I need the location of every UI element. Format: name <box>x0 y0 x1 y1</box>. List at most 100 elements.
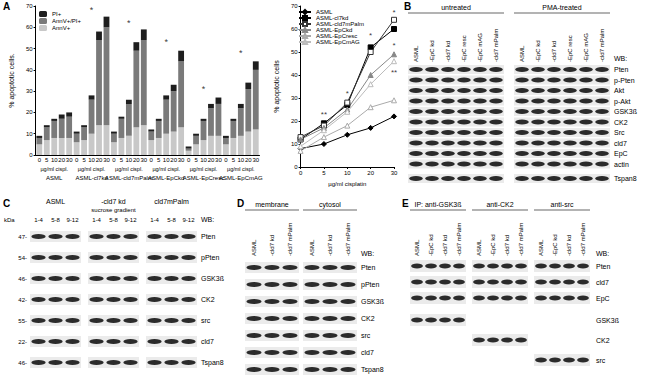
svg-text:membrane: membrane <box>255 201 289 208</box>
svg-text:src: src <box>361 332 371 339</box>
svg-text:1-4: 1-4 <box>150 217 159 223</box>
svg-text:20: 20 <box>245 157 252 163</box>
svg-text:µg/ml cispl.: µg/ml cispl. <box>115 166 143 172</box>
svg-text:CK2: CK2 <box>201 296 215 303</box>
svg-text:-cld7 kd: -cld7 kd <box>566 235 572 256</box>
svg-text:-cld7 kd: -cld7 kd <box>101 198 126 205</box>
svg-text:0: 0 <box>150 157 154 163</box>
svg-text:*: * <box>164 37 168 47</box>
svg-text:5: 5 <box>82 157 86 163</box>
svg-text:ASML: ASML <box>414 239 420 256</box>
svg-text:30: 30 <box>291 95 298 101</box>
svg-text:EpC: EpC <box>614 150 628 158</box>
svg-text:ASML: ASML <box>309 239 315 256</box>
svg-text:GSK3ß: GSK3ß <box>614 108 637 115</box>
svg-text:50: 50 <box>26 46 33 52</box>
svg-text:sucrose gradient: sucrose gradient <box>91 207 136 213</box>
svg-text:20: 20 <box>367 170 374 176</box>
svg-text:46-: 46- <box>18 276 27 282</box>
svg-text:10: 10 <box>163 157 170 163</box>
svg-text:0: 0 <box>29 152 33 158</box>
svg-text:Pten: Pten <box>361 264 376 271</box>
svg-text:-cld7 kd: -cld7 kd <box>551 41 557 62</box>
svg-text:1-4: 1-4 <box>34 217 43 223</box>
svg-text:0: 0 <box>224 157 228 163</box>
svg-text:% apoptotic cells: % apoptotic cells <box>273 60 281 113</box>
svg-text:5-8: 5-8 <box>109 217 118 223</box>
svg-text:IP: anti-GSK3ß: IP: anti-GSK3ß <box>414 201 461 208</box>
svg-text:-cld7 mPalm: -cld7 mPalm <box>580 223 586 256</box>
svg-text:GSK3ß: GSK3ß <box>361 298 384 305</box>
svg-text:0: 0 <box>187 157 191 163</box>
svg-text:ASML: ASML <box>538 239 544 256</box>
svg-text:20: 20 <box>170 157 177 163</box>
svg-text:5-8: 5-8 <box>51 217 60 223</box>
svg-text:CK2: CK2 <box>614 119 628 126</box>
svg-text:20: 20 <box>26 109 33 115</box>
svg-text:cld7: cld7 <box>201 338 214 345</box>
svg-text:9-12: 9-12 <box>182 217 195 223</box>
svg-text:pPten: pPten <box>361 281 379 289</box>
svg-text:*: * <box>202 84 206 94</box>
svg-text:30: 30 <box>140 157 147 163</box>
svg-text:cld7: cld7 <box>614 140 627 147</box>
svg-text:*: * <box>90 5 94 15</box>
svg-text:20: 20 <box>96 157 103 163</box>
svg-text:5: 5 <box>322 170 326 176</box>
svg-text:*: * <box>392 8 395 17</box>
svg-text:9-12: 9-12 <box>124 217 137 223</box>
svg-text:42-: 42- <box>18 297 27 303</box>
svg-text:9-12: 9-12 <box>66 217 79 223</box>
svg-text:70: 70 <box>291 3 298 9</box>
svg-text:5: 5 <box>194 157 198 163</box>
svg-text:E: E <box>402 198 409 209</box>
svg-text:40: 40 <box>26 67 33 73</box>
svg-text:Akt: Akt <box>614 87 624 94</box>
svg-text:10: 10 <box>344 170 351 176</box>
svg-text:22-: 22- <box>18 339 27 345</box>
svg-text:µg/ml cispl.: µg/ml cispl. <box>40 166 68 172</box>
svg-text:µg/ml cispl.: µg/ml cispl. <box>190 166 218 172</box>
svg-text:-EpC kd: -EpC kd <box>490 234 496 256</box>
svg-text:*: * <box>346 89 349 98</box>
svg-text:60: 60 <box>291 26 298 32</box>
svg-text:-cld7 kd: -cld7 kd <box>445 41 451 62</box>
svg-text:30: 30 <box>103 157 110 163</box>
svg-text:cld7: cld7 <box>596 279 609 286</box>
svg-text:µg/ml cispl.: µg/ml cispl. <box>78 166 106 172</box>
svg-text:GSK3ß: GSK3ß <box>201 275 224 282</box>
svg-text:ASML: ASML <box>46 198 65 205</box>
svg-text:5-8: 5-8 <box>167 217 176 223</box>
svg-text:0: 0 <box>112 157 116 163</box>
svg-text:5: 5 <box>120 157 124 163</box>
svg-text:untreated: untreated <box>441 4 471 11</box>
svg-text:WB:: WB: <box>361 250 374 257</box>
svg-text:Src: Src <box>614 129 625 136</box>
svg-text:-EpC mAG: -EpC mAG <box>477 33 483 62</box>
svg-text:5: 5 <box>45 157 49 163</box>
svg-text:-cld7 kd: -cld7 kd <box>327 235 333 256</box>
svg-text:kDa: kDa <box>4 217 15 223</box>
svg-text:B: B <box>404 1 411 12</box>
svg-text:Tspan8: Tspan8 <box>361 366 384 374</box>
svg-text:CK2: CK2 <box>596 337 610 344</box>
svg-text:ASML-cld7mPalm: ASML-cld7mPalm <box>105 175 153 181</box>
svg-text:-EpC resc: -EpC resc <box>567 35 573 62</box>
svg-text:-cld7 mPalm: -cld7 mPalm <box>287 223 293 256</box>
svg-text:-cld7 mPalm: -cld7 mPalm <box>599 29 605 62</box>
svg-text:Pten: Pten <box>614 66 629 73</box>
svg-text:p-Akt: p-Akt <box>614 98 630 106</box>
svg-text:ASML: ASML <box>413 45 419 62</box>
svg-text:47-: 47- <box>18 234 27 240</box>
svg-text:cld7: cld7 <box>361 349 374 356</box>
svg-text:30: 30 <box>252 157 259 163</box>
svg-text:ASML: ASML <box>476 239 482 256</box>
svg-text:src: src <box>596 357 606 364</box>
svg-text:0: 0 <box>299 170 303 176</box>
svg-text:anti-src: anti-src <box>551 201 574 208</box>
svg-text:-EpC resc: -EpC resc <box>461 35 467 62</box>
svg-text:ASML-cl7kd: ASML-cl7kd <box>75 175 107 181</box>
svg-text:55-: 55- <box>18 318 27 324</box>
svg-text:PI+: PI+ <box>52 11 62 17</box>
svg-text:CK2: CK2 <box>361 315 375 322</box>
